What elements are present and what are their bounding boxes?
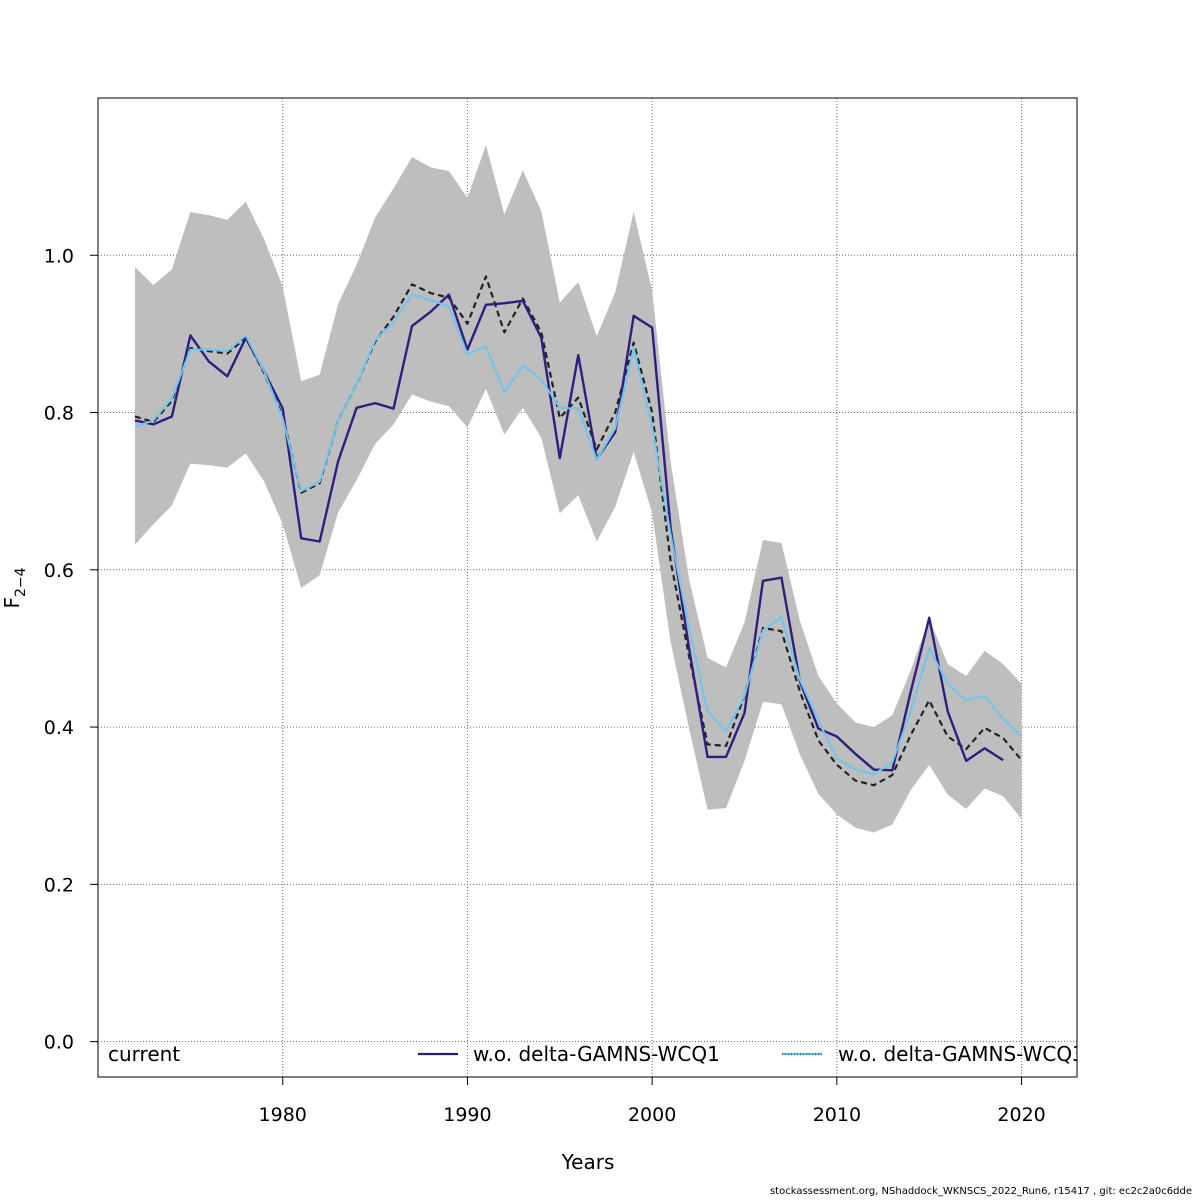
y-axis-title-main: F [0, 597, 24, 609]
y-axis-title: F2−4 [0, 567, 29, 608]
legend-label: current [108, 1042, 180, 1066]
x-tick-label: 2020 [997, 1104, 1045, 1126]
x-tick-label: 1990 [443, 1104, 491, 1126]
x-tick-label: 1980 [259, 1104, 307, 1126]
legend: current w.o. delta-GAMNS-WCQ1 w.o. delta-G… [108, 1042, 1085, 1066]
y-tick-label: 0.2 [44, 874, 74, 896]
y-axis: 0.0 0.2 0.4 0.6 0.8 1.0 [44, 245, 98, 1054]
legend-label: w.o. delta-GAMNS-WCQ3 [838, 1042, 1085, 1066]
series-line-wcq1 [134, 293, 1004, 772]
y-tick-label: 0.0 [44, 1032, 74, 1054]
x-axis-title: Years [561, 1150, 615, 1174]
series-lines [134, 275, 1023, 787]
x-tick-label: 2000 [628, 1104, 676, 1126]
x-tick-label: 2010 [813, 1104, 861, 1126]
confidence-band-area [134, 145, 1022, 833]
y-tick-label: 0.6 [44, 560, 74, 582]
x-axis: 1980 1990 2000 2010 2020 [259, 1076, 1046, 1126]
series-line-wcq3 [134, 293, 1023, 776]
y-tick-label: 0.4 [44, 717, 74, 739]
y-tick-label: 0.8 [44, 403, 74, 425]
y-tick-label: 1.0 [44, 245, 74, 267]
y-axis-title-subscript: 2−4 [13, 567, 29, 597]
footer-credit: stockassessment.org, NShaddock_WKNSCS_20… [769, 1186, 1192, 1197]
confidence-band [134, 145, 1022, 833]
legend-label: w.o. delta-GAMNS-WCQ1 [473, 1042, 720, 1066]
svg-text:F2−4: F2−4 [0, 567, 29, 608]
